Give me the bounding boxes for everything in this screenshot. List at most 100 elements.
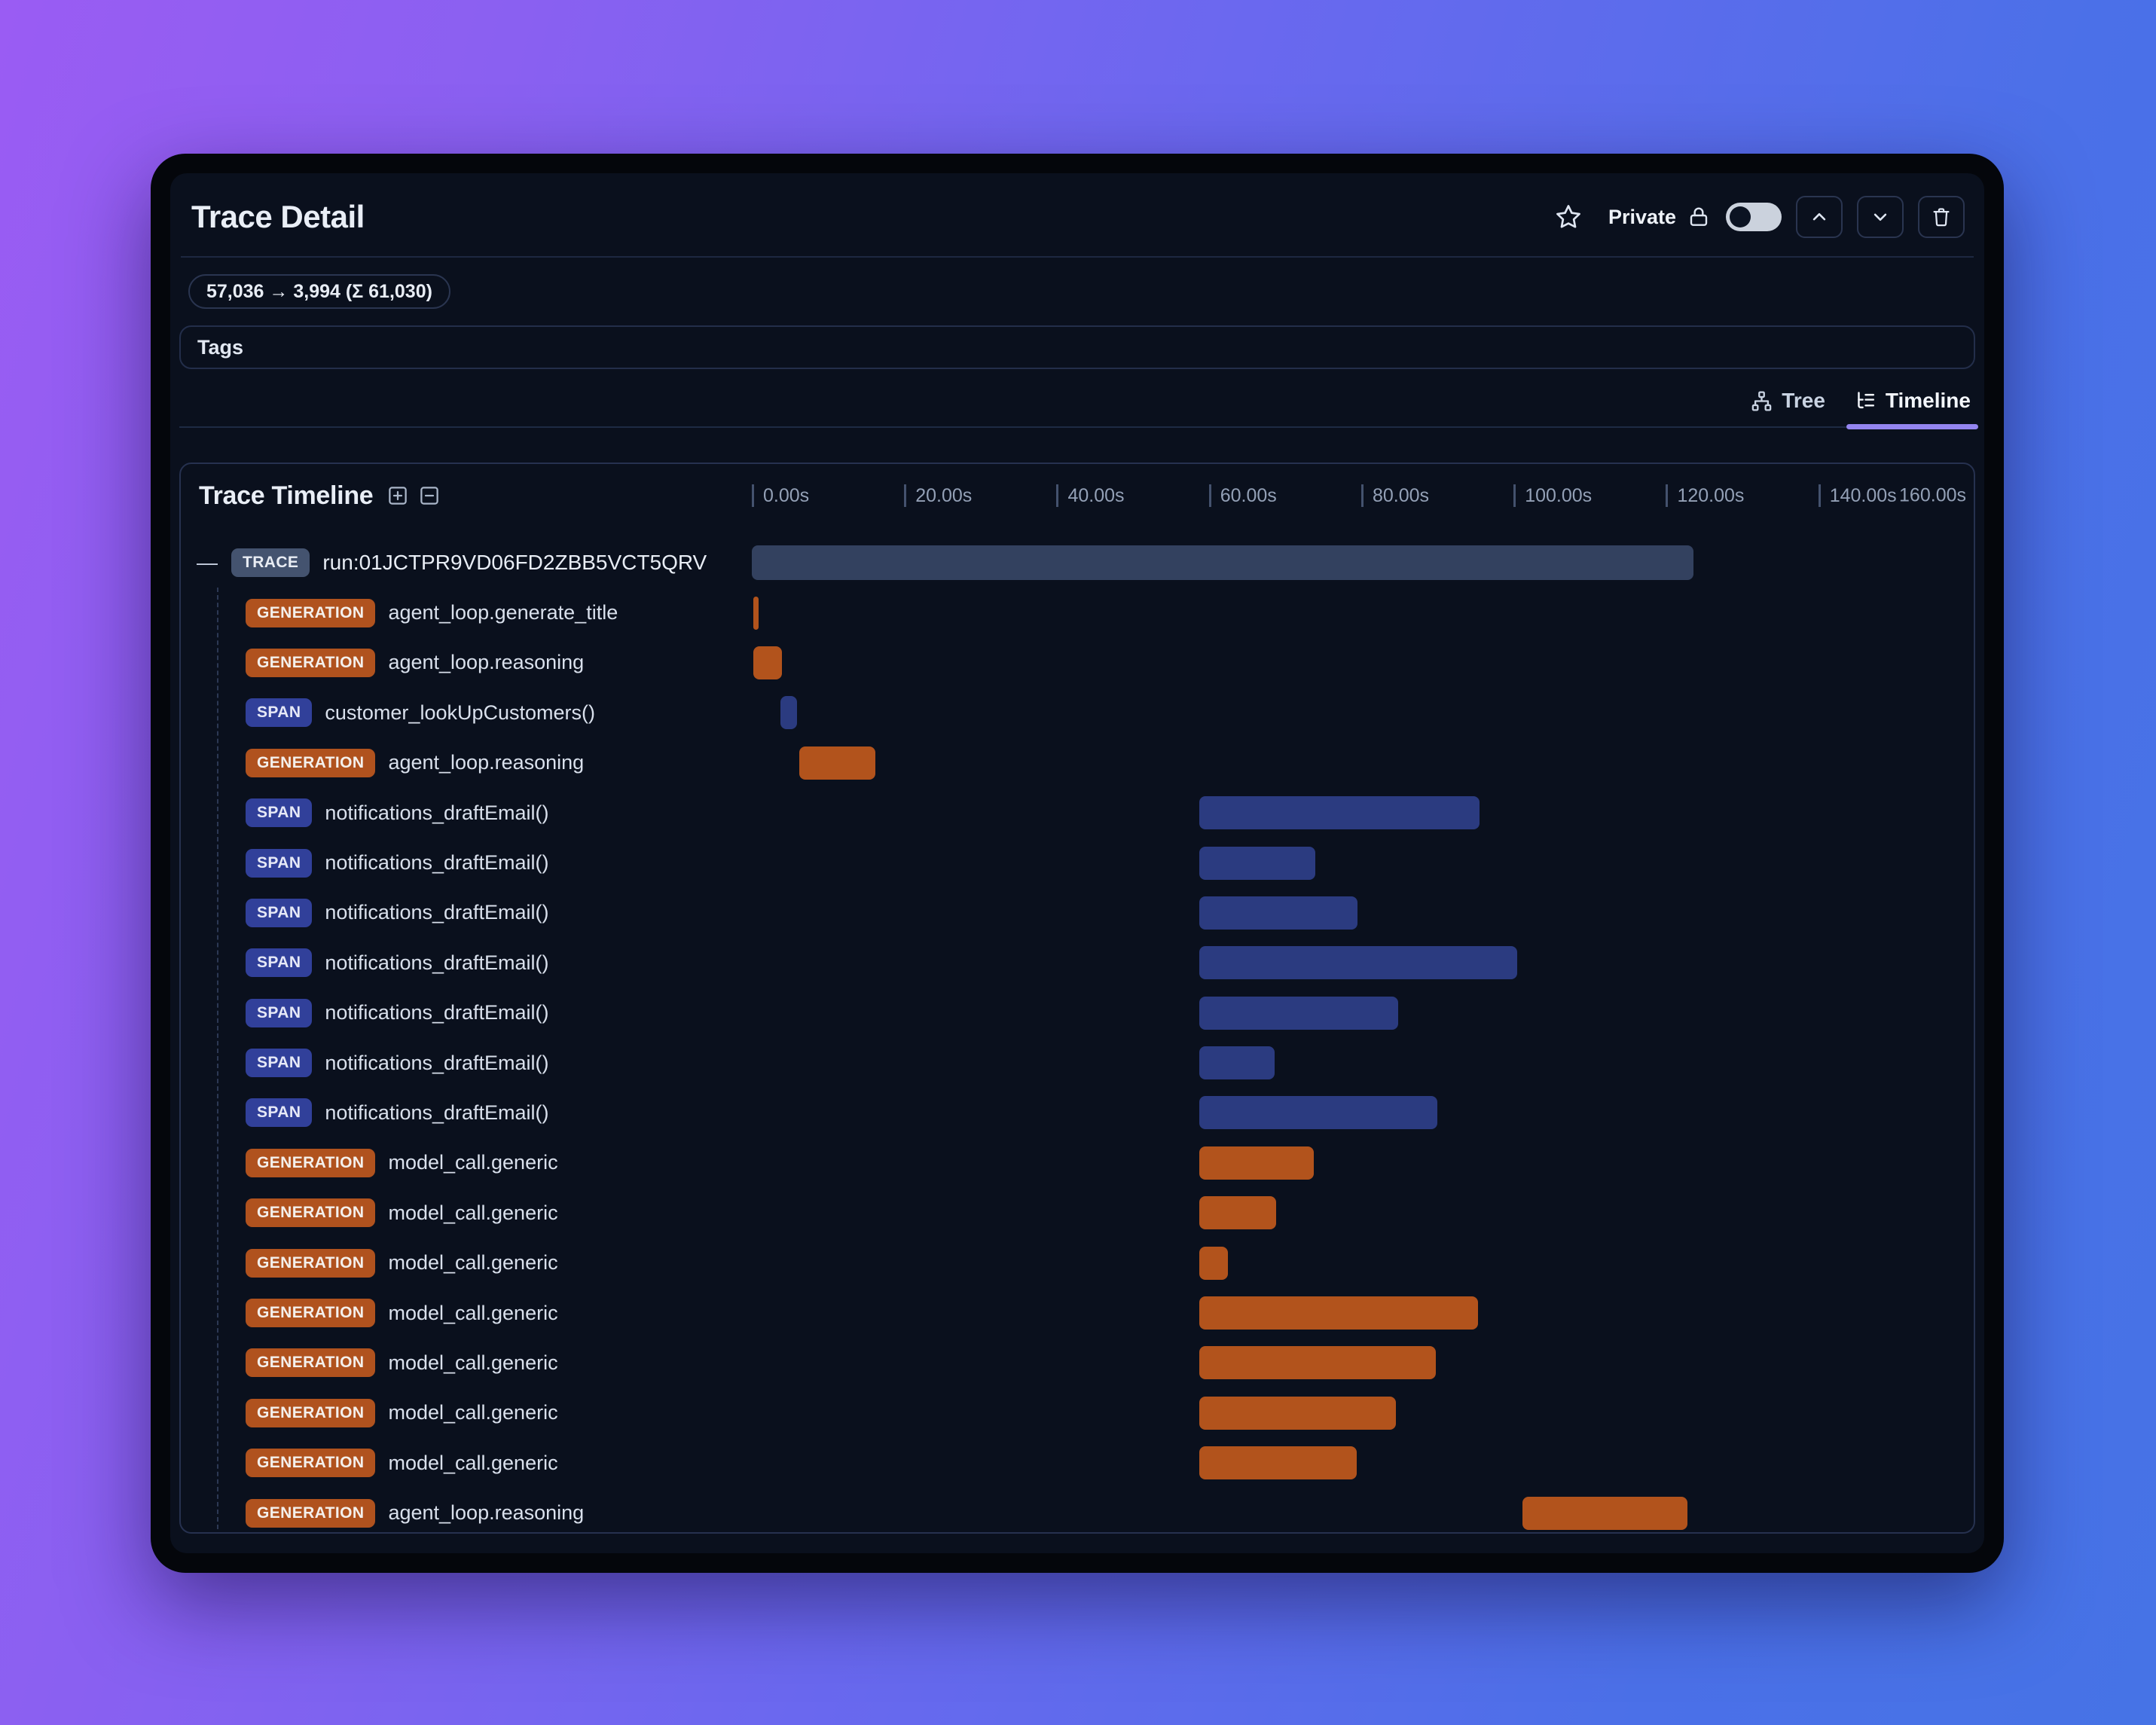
tags-field[interactable]: Tags [179,325,1975,369]
observation-name: model_call.generic [388,1451,558,1474]
duration-bar[interactable] [1199,846,1316,880]
duration-bar[interactable] [799,746,875,780]
duration-bar[interactable] [780,696,797,730]
duration-bar[interactable] [753,596,759,630]
timeline-row[interactable]: — TRACE run:01JCTPR9VD06FD2ZBB5VCT5QRV [181,538,1974,588]
view-tabbar: Tree Timeline [179,381,1979,429]
timeline-row[interactable]: GENERATION model_call.generic [181,1438,1974,1488]
duration-bar[interactable] [1199,1246,1228,1280]
timeline-row[interactable]: GENERATION model_call.generic [181,1138,1974,1188]
expand-all-icon[interactable] [386,484,409,507]
timeline-row[interactable]: GENERATION model_call.generic [181,1188,1974,1238]
delete-trace-button[interactable] [1918,196,1965,238]
row-label-zone: GENERATION agent_loop.reasoning [181,648,752,677]
duration-bar[interactable] [752,545,1693,581]
duration-bar[interactable] [1199,946,1518,980]
observation-type-badge: SPAN [246,1098,313,1128]
row-track [752,695,1974,730]
observation-type-badge: GENERATION [246,1398,376,1427]
favorite-star-button[interactable] [1554,203,1583,231]
timeline-panel-header: Trace Timeline 0.00s 20.00s 40.00s 60.00s 80… [181,464,1974,527]
row-track [752,1195,1974,1230]
row-label-zone: SPAN notifications_draftEmail() [181,998,752,1027]
timeline-row[interactable]: GENERATION model_call.generic [181,1238,1974,1287]
row-track [752,1345,1974,1380]
timeline-row[interactable]: GENERATION agent_loop.reasoning [181,1488,1974,1532]
expand-panel-button[interactable] [1857,196,1904,238]
tab-tree[interactable]: Tree [1747,389,1828,426]
observation-type-badge: GENERATION [246,1198,376,1228]
row-label-zone: GENERATION model_call.generic [181,1198,752,1228]
observation-type-badge: SPAN [246,998,313,1027]
row-label-zone: GENERATION model_call.generic [181,1449,752,1478]
star-icon [1554,203,1583,231]
observation-type-badge: GENERATION [246,1498,376,1528]
timeline-row[interactable]: GENERATION agent_loop.generate_title [181,588,1974,637]
duration-bar[interactable] [1199,1046,1275,1080]
list-tree-icon [1854,389,1877,413]
duration-bar[interactable] [1522,1496,1687,1530]
observation-type-badge: GENERATION [246,598,376,627]
timeline-row[interactable]: SPAN customer_lookUpCustomers() [181,688,1974,737]
observation-name: agent_loop.reasoning [388,751,585,774]
axis-tick: 160.00s [1899,484,1966,506]
row-label-zone: SPAN notifications_draftEmail() [181,848,752,878]
duration-bar[interactable] [1199,1446,1357,1480]
row-label-zone: SPAN notifications_draftEmail() [181,798,752,828]
timeline-row[interactable]: GENERATION model_call.generic [181,1288,1974,1338]
duration-bar[interactable] [1199,1296,1478,1330]
duration-bar[interactable] [1199,1146,1315,1180]
observation-name: notifications_draftEmail() [325,1051,549,1074]
duration-bar[interactable] [753,646,783,679]
duration-bar[interactable] [1199,896,1357,930]
timeline-row[interactable]: GENERATION agent_loop.reasoning [181,638,1974,688]
observation-type-badge: SPAN [246,1049,313,1078]
collapse-all-icon[interactable] [418,484,441,507]
row-track [752,996,1974,1030]
row-track [752,1246,1974,1281]
tree-guide-line [217,588,218,1529]
duration-bar[interactable] [1199,1096,1438,1130]
chevron-down-icon [1869,206,1892,228]
observation-type-badge: SPAN [246,898,313,927]
token-usage-badge: 57,036 → 3,994 (Σ 61,030) [188,274,450,309]
row-label-zone: GENERATION agent_loop.generate_title [181,598,752,627]
observation-type-badge: TRACE [231,548,310,578]
timeline-row[interactable]: GENERATION model_call.generic [181,1338,1974,1388]
timeline-row[interactable]: SPAN notifications_draftEmail() [181,1038,1974,1088]
observation-name: notifications_draftEmail() [325,1101,549,1124]
duration-bar[interactable] [1199,996,1398,1030]
page-title: Trace Detail [191,199,365,234]
trace-detail-window: Trace Detail Private [151,154,2004,1573]
timeline-row[interactable]: SPAN notifications_draftEmail() [181,938,1974,988]
timeline-rows: — TRACE run:01JCTPR9VD06FD2ZBB5VCT5QRV GENE… [181,538,1974,1532]
collapse-toggle[interactable]: — [197,551,218,575]
duration-bar[interactable] [1199,1346,1437,1380]
timeline-row[interactable]: GENERATION agent_loop.reasoning [181,738,1974,788]
observation-name: notifications_draftEmail() [325,1001,549,1024]
timeline-row[interactable]: GENERATION model_call.generic [181,1388,1974,1438]
row-label-zone: GENERATION model_call.generic [181,1348,752,1378]
observation-name: model_call.generic [388,1251,558,1275]
privacy-toggle[interactable] [1726,203,1782,231]
timeline-row[interactable]: SPAN notifications_draftEmail() [181,888,1974,938]
timeline-row[interactable]: SPAN notifications_draftEmail() [181,788,1974,838]
observation-name: model_call.generic [388,1401,558,1424]
row-track [752,746,1974,780]
row-label-zone: GENERATION model_call.generic [181,1248,752,1278]
duration-bar[interactable] [1199,1396,1397,1430]
timeline-row[interactable]: SPAN notifications_draftEmail() [181,838,1974,887]
collapse-panel-button[interactable] [1796,196,1843,238]
timeline-row[interactable]: SPAN notifications_draftEmail() [181,988,1974,1038]
observation-name: model_call.generic [388,1351,558,1374]
row-track [752,1095,1974,1130]
observation-name: model_call.generic [388,1201,558,1224]
row-label-zone: GENERATION agent_loop.reasoning [181,1498,752,1528]
duration-bar[interactable] [1199,796,1480,830]
window-header: Trace Detail Private [179,173,1975,238]
timeline-row[interactable]: SPAN notifications_draftEmail() [181,1088,1974,1137]
duration-bar[interactable] [1199,1196,1276,1230]
row-track [752,1396,1974,1430]
tab-timeline[interactable]: Timeline [1846,389,1979,429]
row-label-zone: GENERATION model_call.generic [181,1398,752,1427]
